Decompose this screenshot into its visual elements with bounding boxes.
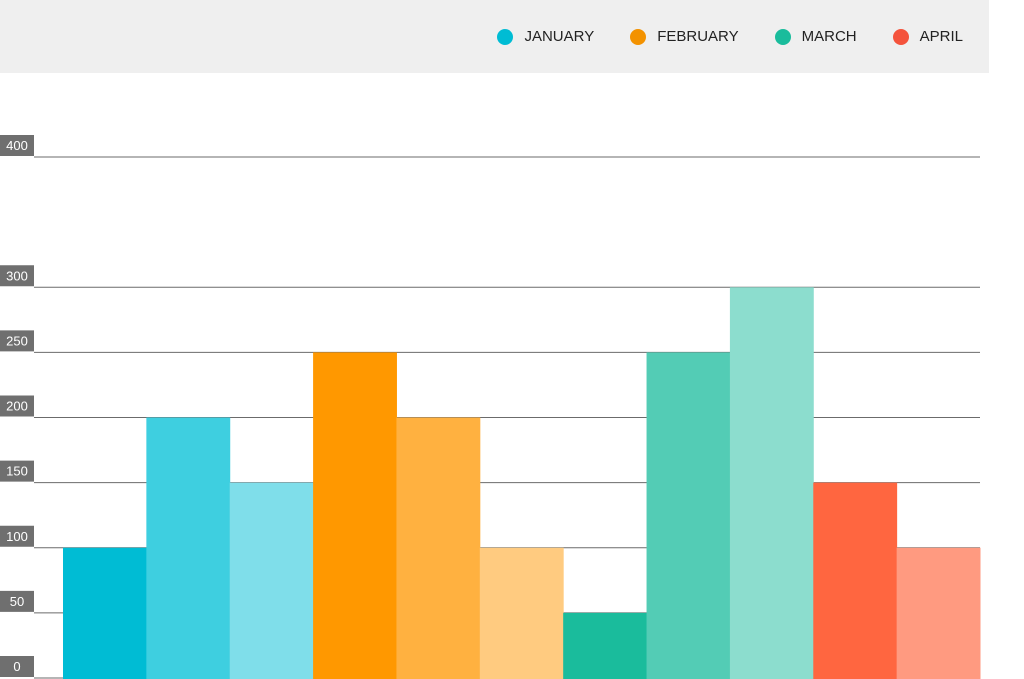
y-tick-label-250: 250: [6, 333, 28, 348]
legend: JANUARY FEBRUARY MARCH APRIL: [497, 0, 963, 73]
legend-dot: [497, 28, 514, 45]
bar-april-11: [896, 547, 981, 679]
legend-label: APRIL: [919, 28, 963, 45]
bar-march-8: [646, 352, 731, 679]
legend-item-april: APRIL: [892, 28, 963, 45]
bar-february-5: [396, 417, 481, 679]
tick-label-bg-50: [0, 590, 34, 612]
y-tick-label-200: 200: [6, 399, 28, 414]
y-tick-label-50: 50: [10, 594, 24, 609]
tick-label-bg-0: [0, 656, 34, 677]
y-tick-label-300: 300: [6, 268, 28, 283]
bar-march-7: [563, 612, 648, 679]
y-tick-label-100: 100: [6, 529, 28, 544]
tick-label-bg-250: [0, 330, 34, 352]
legend-label: FEBRUARY: [657, 28, 739, 45]
y-tick-label-0: 0: [13, 659, 20, 674]
legend-label: JANUARY: [524, 28, 595, 45]
tick-label-bg-300: [0, 265, 34, 287]
legend-dot: [892, 28, 909, 45]
bar-february-4: [313, 352, 397, 679]
legend-item-january: JANUARY: [497, 28, 594, 45]
y-tick-label-400: 400: [6, 138, 28, 153]
legend-label: MARCH: [801, 28, 857, 45]
bar-february-6: [479, 547, 564, 679]
bar-january-1: [63, 547, 147, 679]
bar-january-2: [146, 417, 231, 679]
bar-april-10: [813, 482, 898, 679]
legend-dot: [630, 28, 647, 45]
tick-label-bg-100: [0, 525, 34, 547]
bar-january-3: [229, 482, 314, 679]
legend-item-february: FEBRUARY: [630, 28, 739, 45]
tick-label-bg-150: [0, 460, 34, 482]
legend-item-march: MARCH: [774, 28, 857, 45]
legend-dot: [774, 28, 791, 45]
bar-march-9: [729, 287, 814, 679]
y-tick-label-150: 150: [6, 464, 28, 479]
tick-label-bg-400: [0, 135, 34, 156]
tick-label-bg-200: [0, 395, 34, 417]
legend-bar: JANUARY FEBRUARY MARCH APRIL: [0, 0, 989, 73]
